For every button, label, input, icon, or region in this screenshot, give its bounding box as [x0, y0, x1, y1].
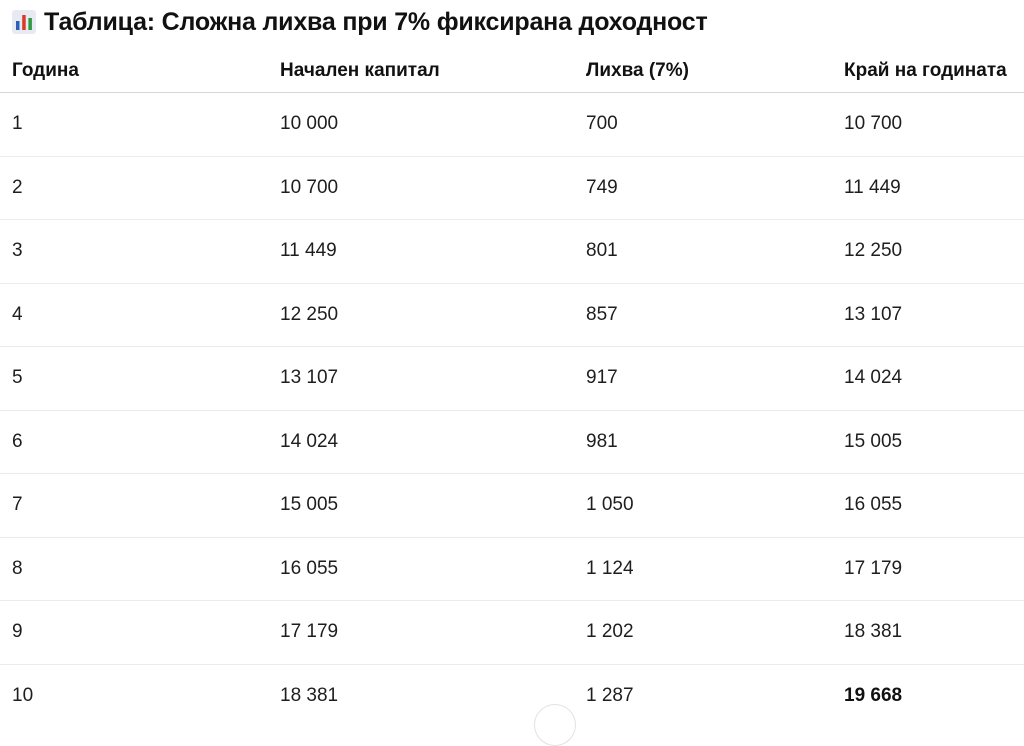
page-title: Таблица: Сложна лихва при 7% фиксирана д… [12, 4, 708, 40]
cell-year-end: 15 005 [844, 410, 1024, 474]
cell-year-end: 18 381 [844, 600, 1024, 665]
cell-year-end: 16 055 [844, 473, 1024, 538]
cell-year-end: 10 700 [844, 92, 1024, 157]
cell-year: 4 [0, 283, 280, 347]
cell-start-capital: 17 179 [280, 600, 586, 665]
table-header-row: Година Начален капитал Лихва (7%) Край н… [0, 50, 1024, 93]
cell-year: 3 [0, 219, 280, 284]
cell-year: 9 [0, 600, 280, 665]
table-row: 8 16 055 1 124 17 179 [0, 537, 1024, 601]
cell-interest: 981 [586, 410, 844, 474]
page-title-text: Таблица: Сложна лихва при 7% фиксирана д… [44, 7, 708, 36]
cell-year-end: 12 250 [844, 219, 1024, 284]
cell-start-capital: 14 024 [280, 410, 586, 474]
cell-year-end: 17 179 [844, 537, 1024, 601]
cell-start-capital: 12 250 [280, 283, 586, 347]
cell-year-end: 13 107 [844, 283, 1024, 347]
cell-start-capital: 13 107 [280, 346, 586, 411]
table-row: 1 10 000 700 10 700 [0, 92, 1024, 157]
column-header-interest: Лихва (7%) [586, 50, 844, 93]
cell-interest: 917 [586, 346, 844, 411]
cell-interest: 1 287 [586, 684, 634, 706]
table-row: 5 13 107 917 14 024 [0, 346, 1024, 411]
compound-interest-table: Година Начален капитал Лихва (7%) Край н… [0, 50, 1024, 727]
cell-year: 10 [12, 684, 34, 706]
column-header-start-capital: Начален капитал [280, 50, 586, 93]
cell-interest: 700 [586, 92, 844, 157]
table-row: 2 10 700 749 11 449 [0, 156, 1024, 220]
table-row: 9 17 179 1 202 18 381 [0, 600, 1024, 665]
column-header-year-end: Край на годината [844, 50, 1024, 93]
cell-year-end: 11 449 [844, 156, 1024, 220]
cell-year: 1 [0, 92, 280, 157]
cell-year: 2 [0, 156, 280, 220]
cell-start-capital: 18 381 [280, 684, 339, 706]
column-header-year: Година [0, 50, 280, 93]
scroll-down-button[interactable] [534, 704, 576, 746]
cell-year: 6 [0, 410, 280, 474]
cell-interest: 801 [586, 219, 844, 284]
cell-start-capital: 15 005 [280, 473, 586, 538]
cell-year: 8 [0, 537, 280, 601]
table-row: 10 18 381 1 287 19 668 [0, 664, 1024, 727]
table-row: 6 14 024 981 15 005 [0, 410, 1024, 474]
cell-year-end-final: 19 668 [844, 684, 903, 706]
cell-start-capital: 10 000 [280, 92, 586, 157]
table-row: 7 15 005 1 050 16 055 [0, 473, 1024, 538]
cell-interest: 1 050 [586, 473, 844, 538]
cell-interest: 1 202 [586, 600, 844, 665]
cell-year-end: 14 024 [844, 346, 1024, 411]
cell-interest: 1 124 [586, 537, 844, 601]
cell-interest: 857 [586, 283, 844, 347]
bar-chart-icon [12, 10, 36, 34]
cell-start-capital: 16 055 [280, 537, 586, 601]
cell-interest: 749 [586, 156, 844, 220]
cell-start-capital: 10 700 [280, 156, 586, 220]
table-row: 4 12 250 857 13 107 [0, 283, 1024, 347]
cell-year: 7 [0, 473, 280, 538]
cell-year: 5 [0, 346, 280, 411]
cell-start-capital: 11 449 [280, 219, 586, 284]
table-row: 3 11 449 801 12 250 [0, 219, 1024, 284]
